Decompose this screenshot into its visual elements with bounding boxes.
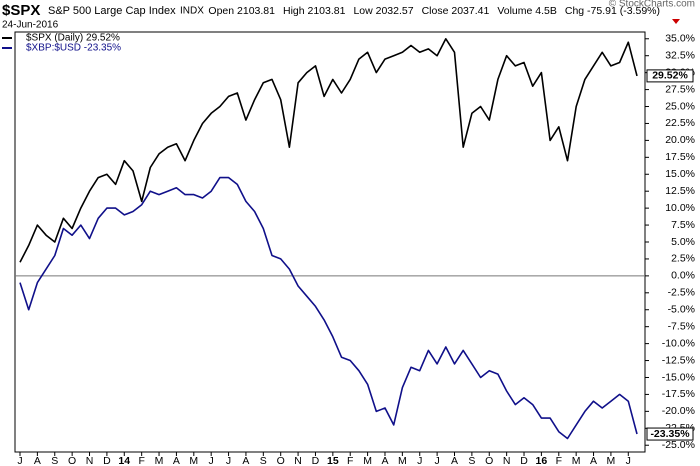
y-tick-label: 17.5%: [665, 151, 695, 163]
x-tick-label: S: [468, 455, 475, 466]
x-tick-label: S: [260, 455, 267, 466]
chart-title: $SPX: [2, 2, 40, 19]
y-tick-label: -7.5%: [668, 320, 695, 332]
y-tick-label: 22.5%: [665, 117, 695, 129]
y-tick-label: 5.0%: [671, 236, 695, 248]
y-tick-label: -10.0%: [662, 337, 695, 349]
x-tick-label: A: [34, 455, 41, 466]
y-tick-label: 35.0%: [665, 33, 695, 45]
x-tick-label: J: [209, 455, 214, 466]
x-tick-label: M: [363, 455, 372, 466]
x-tick-label: 16: [536, 455, 548, 466]
x-tick-label: M: [155, 455, 164, 466]
end-label: 29.52%: [652, 70, 688, 82]
series-line: [19, 176, 638, 440]
y-tick-label: -20.0%: [662, 405, 695, 417]
y-tick-label: -25.0%: [662, 439, 695, 451]
end-label-box: [646, 69, 694, 83]
stat: High 2103.81: [283, 5, 346, 17]
x-tick-label: A: [451, 455, 458, 466]
x-tick-label: J: [626, 455, 631, 466]
y-tick-label: -5.0%: [668, 304, 695, 316]
x-tick-label: O: [485, 455, 493, 466]
plot-frame: [14, 31, 646, 453]
x-tick-label: N: [503, 455, 511, 466]
y-tick-label: 25.0%: [665, 100, 695, 112]
y-tick-label: 7.5%: [671, 219, 695, 231]
legend-label: $XBP:$USD -23.35%: [26, 43, 121, 54]
credit: © StockCharts.com: [609, 0, 695, 10]
x-tick-label: A: [242, 455, 249, 466]
x-tick-label: J: [417, 455, 422, 466]
y-tick-label: 20.0%: [665, 134, 695, 146]
end-label-box: [646, 427, 694, 441]
y-tick-label: 15.0%: [665, 168, 695, 180]
x-tick-label: M: [607, 455, 616, 466]
x-tick-label: F: [138, 455, 144, 466]
y-tick-label: 12.5%: [665, 185, 695, 197]
x-tick-label: O: [68, 455, 76, 466]
exchange: INDX: [180, 6, 204, 17]
y-tick-label: -15.0%: [662, 371, 695, 383]
y-tick-label: 27.5%: [665, 83, 695, 95]
stat: Open 2103.81: [208, 5, 275, 17]
legend-label: $SPX (Daily) 29.52%: [26, 33, 120, 44]
y-tick-label: 2.5%: [671, 253, 695, 265]
y-tick-label: 32.5%: [665, 49, 695, 61]
chart-subtitle: S&P 500 Large Cap Index: [48, 5, 176, 17]
x-tick-label: S: [51, 455, 58, 466]
x-tick-label: D: [520, 455, 528, 466]
x-tick-label: M: [398, 455, 407, 466]
end-label: -23.35%: [650, 428, 690, 440]
down-arrow: [672, 19, 680, 24]
x-tick-label: J: [434, 455, 439, 466]
x-tick-label: A: [590, 455, 597, 466]
x-tick-label: D: [103, 455, 111, 466]
y-tick-label: 0.0%: [671, 270, 695, 282]
date: 24-Jun-2016: [2, 20, 59, 31]
x-tick-label: M: [189, 455, 198, 466]
x-tick-label: 14: [118, 455, 130, 466]
y-tick-label: -12.5%: [662, 354, 695, 366]
x-tick-label: M: [572, 455, 581, 466]
stat: Chg -75.91 (-3.59%): [565, 5, 660, 17]
x-tick-label: O: [277, 455, 285, 466]
x-tick-label: F: [556, 455, 562, 466]
x-tick-label: F: [347, 455, 353, 466]
x-tick-label: 15: [327, 455, 339, 466]
stat: Volume 4.5B: [497, 5, 557, 17]
x-tick-label: A: [381, 455, 388, 466]
y-tick-label: -17.5%: [662, 388, 695, 400]
y-tick-label: -2.5%: [668, 287, 695, 299]
x-tick-label: N: [86, 455, 94, 466]
series-line: [19, 38, 638, 263]
y-tick-label: 10.0%: [665, 202, 695, 214]
x-tick-label: N: [294, 455, 302, 466]
x-tick-label: J: [226, 455, 231, 466]
x-tick-label: J: [17, 455, 22, 466]
stat: Close 2037.41: [422, 5, 490, 17]
stat: Low 2032.57: [353, 5, 413, 17]
x-tick-label: A: [173, 455, 180, 466]
x-tick-label: D: [312, 455, 320, 466]
